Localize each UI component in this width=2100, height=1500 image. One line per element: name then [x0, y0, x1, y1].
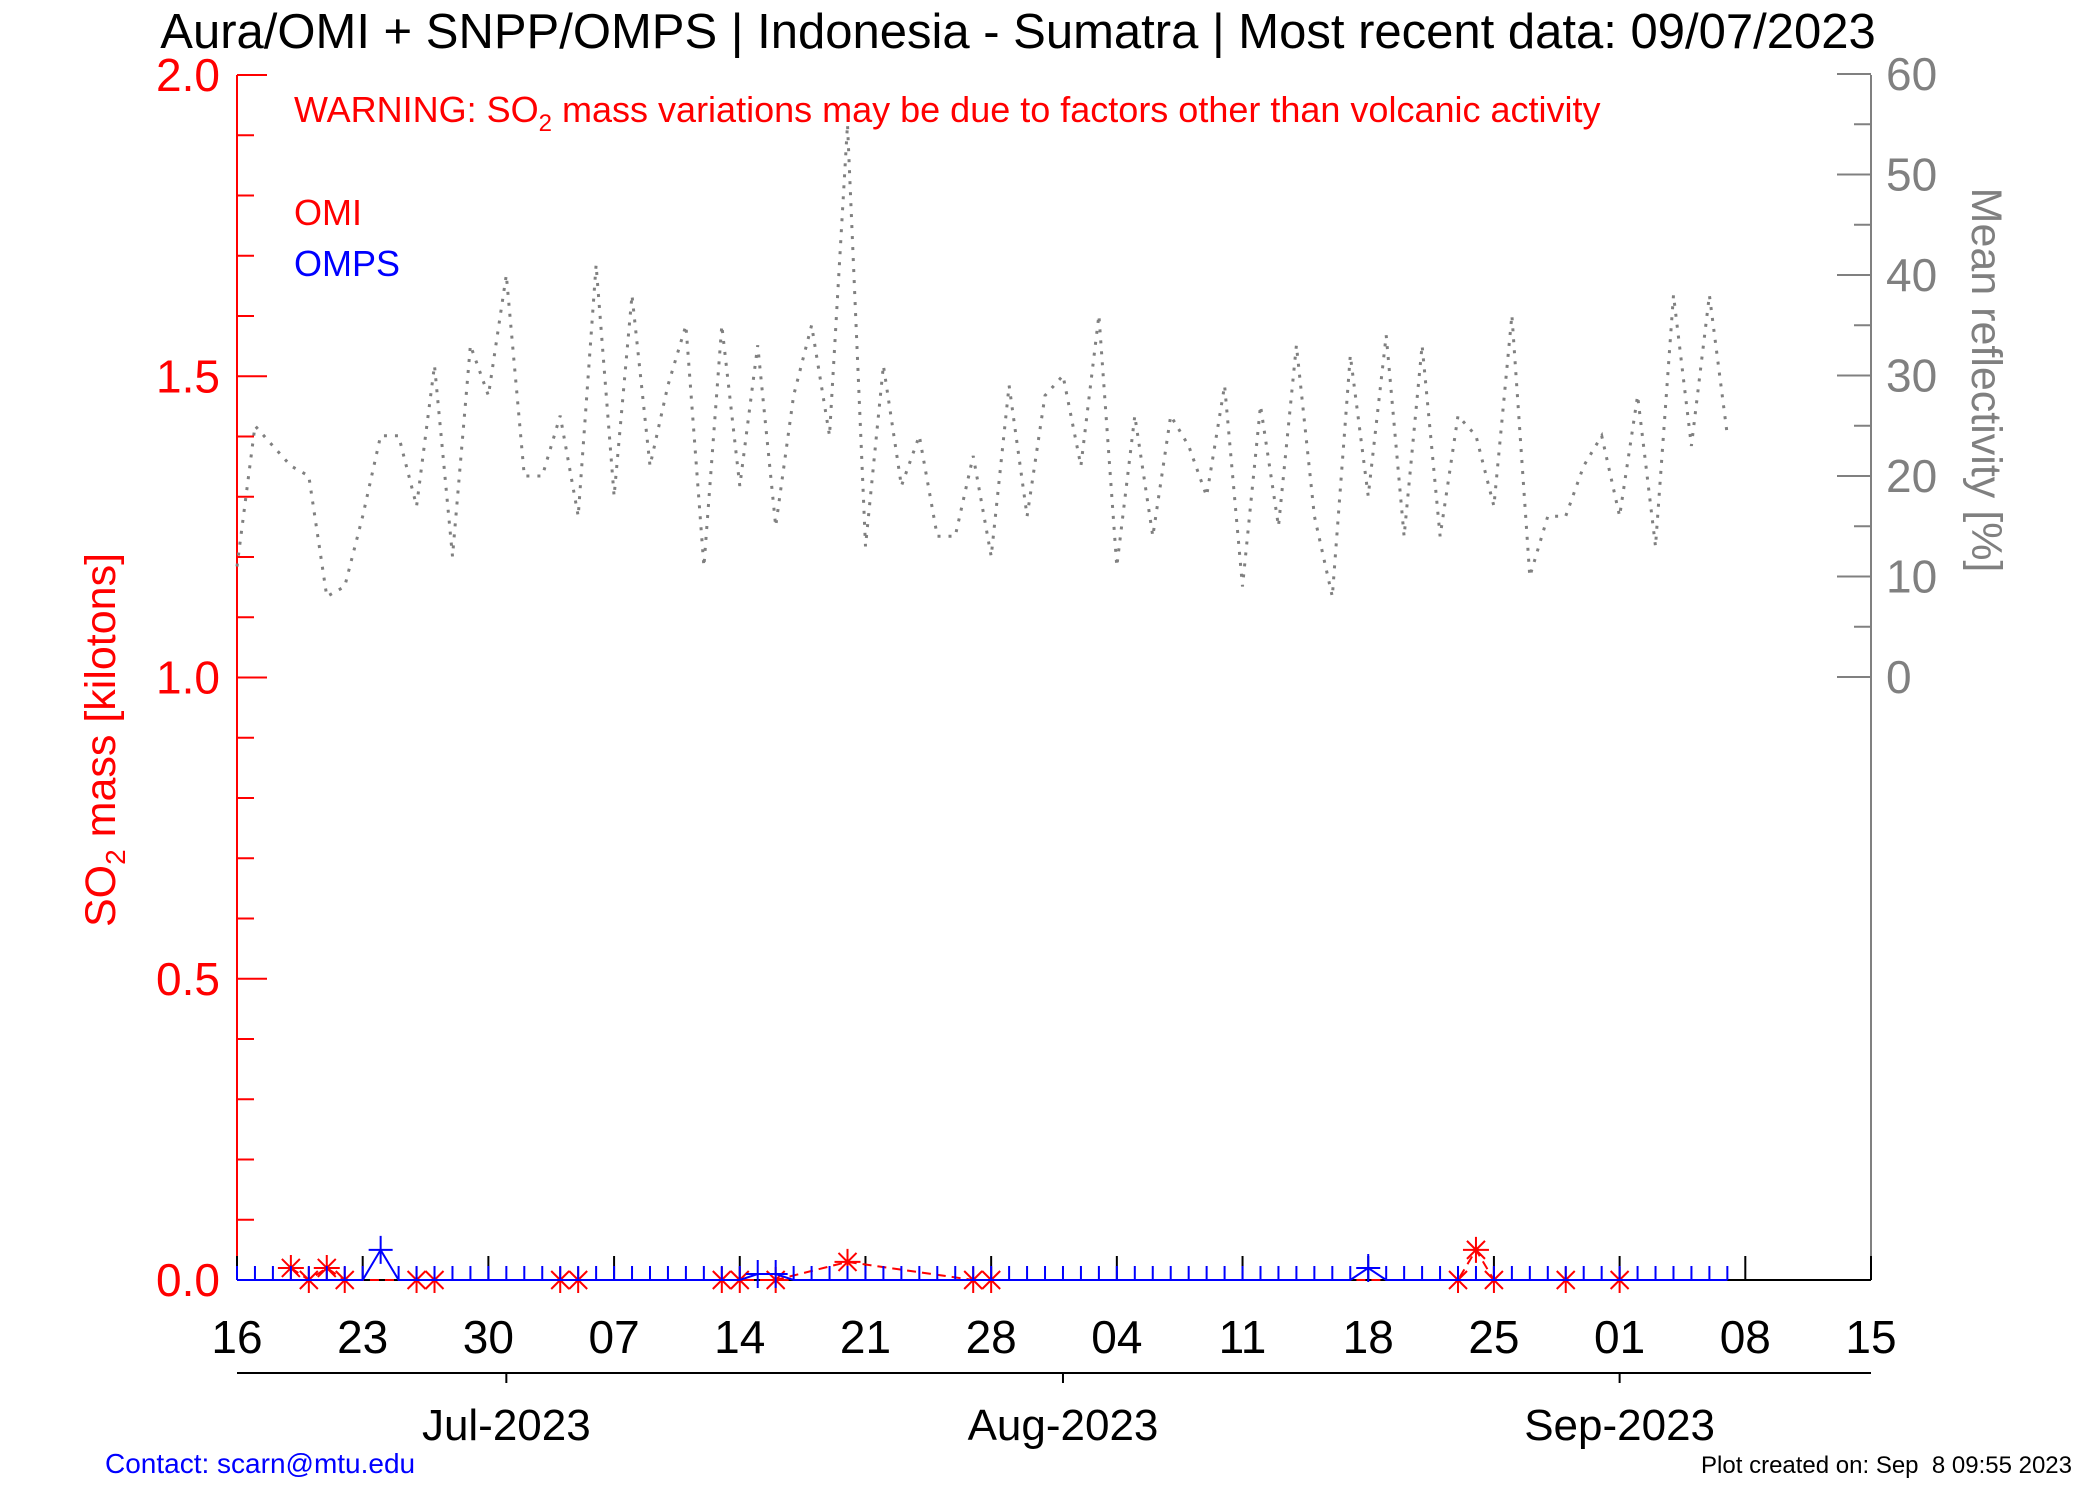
left-axis-title-prefix: SO: [77, 865, 125, 927]
x-tick-label: 21: [840, 1311, 891, 1363]
left-axis-title: SO2 mass [kilotons]: [77, 553, 131, 927]
omps-point: [368, 1235, 393, 1264]
x-tick-label: 30: [463, 1311, 514, 1363]
left-tick-label: 1.0: [156, 652, 220, 704]
right-tick-label: 20: [1886, 450, 1937, 502]
x-tick-label: 28: [966, 1311, 1017, 1363]
omps-point: [763, 1259, 788, 1288]
x-tick-label: 01: [1594, 1311, 1645, 1363]
x-tick-label: 08: [1720, 1311, 1771, 1363]
plot-created-text: Plot created on: Sep 8 09:55 2023: [1701, 1452, 2072, 1479]
x-tick-label: 15: [1845, 1311, 1896, 1363]
left-tick-label: 1.5: [156, 350, 220, 402]
omi-point: [834, 1248, 861, 1275]
right-tick-label: 10: [1886, 551, 1937, 603]
omps-point: [1356, 1253, 1381, 1282]
legend-omi: OMI: [294, 192, 362, 233]
omi-point: [1462, 1236, 1489, 1263]
left-tick-label: 2.0: [156, 49, 220, 101]
month-label: Aug-2023: [968, 1401, 1159, 1450]
x-tick-label: 18: [1343, 1311, 1394, 1363]
x-tick-label: 25: [1468, 1311, 1519, 1363]
omps-series-line: [237, 1247, 1728, 1281]
x-tick-label: 07: [588, 1311, 639, 1363]
x-tick-label: 23: [337, 1311, 388, 1363]
x-tick-label: 11: [1219, 1311, 1267, 1363]
warning-suffix: mass variations may be due to factors ot…: [552, 89, 1600, 130]
left-axis-title-subscript: 2: [100, 849, 131, 865]
month-label: Jul-2023: [422, 1401, 591, 1450]
right-tick-label: 50: [1886, 149, 1937, 201]
right-tick-label: 30: [1886, 350, 1937, 402]
legend-omps: OMPS: [294, 243, 400, 284]
warning-text: WARNING: SO2 mass variations may be due …: [294, 89, 1601, 137]
data-layer: [235, 124, 1729, 1293]
right-tick-label: 60: [1886, 48, 1937, 100]
right-tick-label: 40: [1886, 249, 1937, 301]
right-axis-title: Mean reflectivity [%]: [1962, 188, 2010, 573]
right-tick-label: 0: [1886, 651, 1912, 703]
warning-prefix: WARNING: SO: [294, 89, 539, 130]
x-tick-label: 14: [714, 1311, 765, 1363]
mean-reflectivity-series-line: [235, 124, 1729, 599]
left-axis-title-suffix: mass [kilotons]: [77, 553, 125, 849]
left-tick-label: 0.0: [156, 1254, 220, 1306]
contact-link[interactable]: Contact: scarn@mtu.edu: [105, 1448, 415, 1479]
chart-title: Aura/OMI + SNPP/OMPS | Indonesia - Sumat…: [160, 5, 1875, 59]
left-tick-label: 0.5: [156, 953, 220, 1005]
x-tick-label: 16: [211, 1311, 262, 1363]
x-tick-label: 04: [1091, 1311, 1142, 1363]
warning-subscript: 2: [539, 110, 552, 137]
month-label: Sep-2023: [1524, 1401, 1715, 1450]
